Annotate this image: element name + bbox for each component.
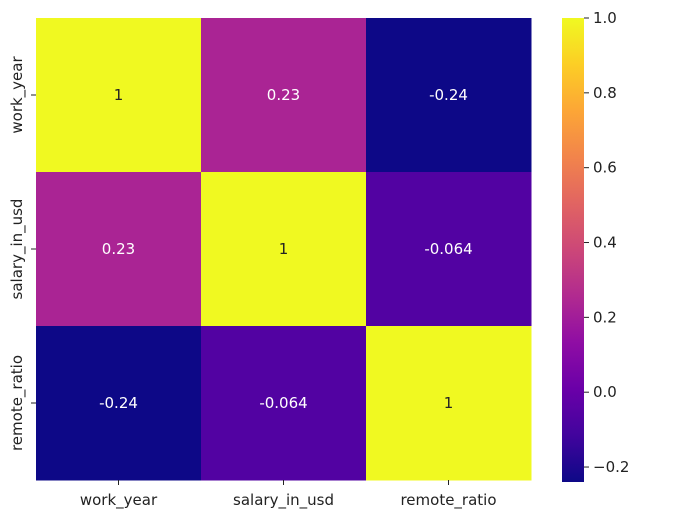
cell-label-2-0: -0.24 [99,394,138,412]
heatmap-cell-2-0 [36,326,202,481]
x-axis: work_year salary_in_usd remote_ratio [80,480,497,510]
cell-label-1-0: 0.23 [102,240,135,258]
colorbar-tick-label-1: 0.0 [593,383,617,401]
colorbar-gradient [562,18,584,482]
colorbar-tick-label-3: 0.4 [593,234,617,252]
colorbar-tick-label-5: 0.8 [593,84,617,102]
y-axis: work_year salary_in_usd remote_ratio [8,56,36,451]
cell-label-0-1: 0.23 [267,86,300,104]
cell-label-2-2: 1 [444,394,454,412]
cell-labels: 1 0.23 -0.24 0.23 1 -0.064 -0.24 -0.064 1 [99,86,473,412]
cell-label-0-0: 1 [114,86,124,104]
heatmap-cell-2-1 [201,326,367,481]
heatmap-cell-0-1 [201,18,367,173]
colorbar-tick-label-0: −0.2 [593,458,629,476]
cell-label-1-1: 1 [279,240,289,258]
colorbar-tick-label-6: 1.0 [593,9,617,27]
heatmap-cell-1-1 [201,172,367,327]
cell-label-0-2: -0.24 [429,86,468,104]
heatmap-cell-2-2 [366,326,532,481]
cell-label-1-2: -0.064 [424,240,472,258]
heatmap-cell-0-2 [366,18,532,173]
y-tick-label-1: salary_in_usd [8,199,27,300]
x-tick-label-2: remote_ratio [400,491,496,510]
heatmap-cell-0-0 [36,18,202,173]
x-tick-label-1: salary_in_usd [233,491,334,510]
y-tick-label-2: remote_ratio [8,355,27,451]
x-tick-label-0: work_year [80,491,158,510]
cell-label-2-1: -0.064 [259,394,307,412]
heatmap-cell-1-2 [366,172,532,327]
heatmap-cells [36,18,532,481]
colorbar-tick-label-2: 0.2 [593,308,617,326]
colorbar: −0.2 0.0 0.2 0.4 0.6 0.8 1.0 [562,9,629,482]
colorbar-tick-label-4: 0.6 [593,159,617,177]
heatmap-cell-1-0 [36,172,202,327]
y-tick-label-0: work_year [8,56,27,134]
